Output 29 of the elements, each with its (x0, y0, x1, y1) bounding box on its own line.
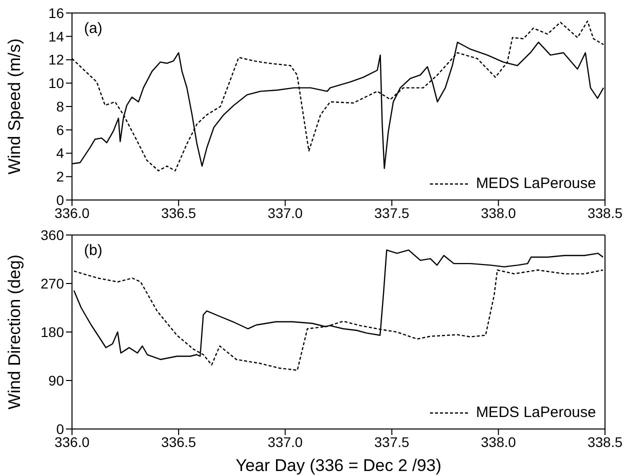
x-tick-label: 338.5 (587, 434, 623, 450)
x-tick-label: 337.5 (374, 434, 410, 450)
x-tick-label: 338.0 (480, 434, 516, 450)
x-tick-label: 337.5 (374, 204, 410, 221)
y-tick-label: 10 (48, 75, 64, 92)
x-tick-label: 336.5 (161, 434, 196, 450)
y-tick-label: 4 (56, 145, 64, 162)
y-tick-label: 360 (40, 226, 64, 243)
x-tick-label: 338.0 (480, 204, 516, 221)
y-tick-label: 6 (56, 122, 64, 138)
x-tick-label: 337.0 (268, 434, 303, 450)
x-tick-label: 336.5 (161, 204, 196, 221)
y-axis-title: Wind Speed (m/s) (5, 38, 24, 175)
x-tick-label: 338.5 (587, 204, 623, 221)
annotation: (a) (84, 20, 102, 37)
y-tick-label: 12 (48, 52, 64, 68)
x-tick-label: 337.0 (268, 204, 303, 221)
annotation: (b) (84, 242, 102, 259)
y-axis-title: Wind Direction (deg) (5, 254, 24, 410)
y-tick-label: 14 (48, 28, 64, 44)
y-tick-label: 90 (48, 372, 64, 388)
y-tick-label: 270 (40, 275, 64, 292)
y-tick-label: 16 (48, 4, 64, 21)
legend-label: MEDS LaPerouse (476, 404, 596, 421)
legend-label: MEDS LaPerouse (476, 175, 596, 192)
x-axis-title: Year Day (336 = Dec 2 /93) (236, 456, 442, 475)
y-tick-label: 2 (56, 168, 64, 185)
y-tick-label: 180 (40, 324, 64, 340)
y-tick-label: 8 (56, 98, 64, 114)
